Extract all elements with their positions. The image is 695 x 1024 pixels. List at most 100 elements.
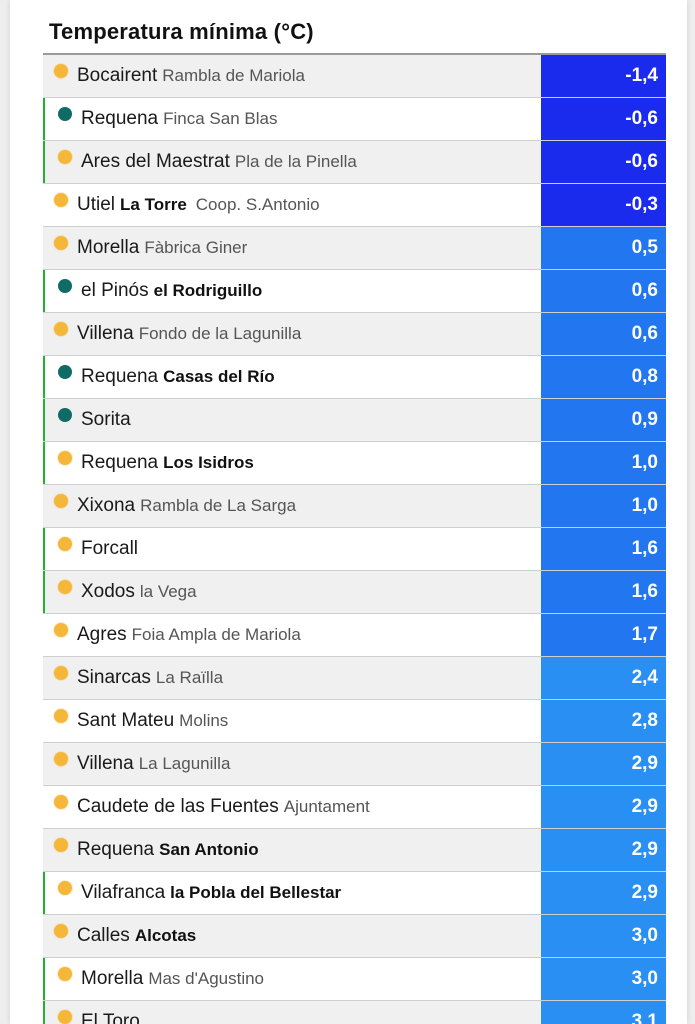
station-name-cell: Requena Casas del Río: [43, 356, 541, 398]
town-name: Bocairent: [77, 65, 158, 86]
highlight-marker: [43, 356, 45, 398]
temperature-value: 0,5: [541, 227, 666, 269]
highlight-marker: [43, 1001, 45, 1024]
temperature-value: 2,9: [541, 786, 666, 828]
town-name: Calles: [77, 925, 130, 946]
town-name: Ares del Maestrat: [81, 151, 230, 172]
station-name: Mas d'Agustino: [148, 969, 265, 988]
station-name-cell: Villena Fondo de la Lagunilla: [43, 313, 541, 355]
temperature-value: 2,9: [541, 829, 666, 871]
moon-icon: [58, 408, 72, 422]
station-name: Fàbrica Giner: [144, 238, 248, 257]
ranking-card: Temperatura mínima (°C) Bocairent Rambla …: [10, 0, 687, 1024]
station-name: La Lagunilla: [138, 754, 231, 773]
table-row: Utiel La Torre Coop. S.Antonio -0,3: [43, 184, 666, 227]
town-name: Morella: [77, 237, 140, 258]
temperature-value: 2,9: [541, 743, 666, 785]
temperature-value: -0,3: [541, 184, 666, 226]
station-name: el Rodriguillo: [153, 281, 263, 300]
sun-icon: [58, 881, 72, 895]
sun-icon: [54, 924, 68, 938]
station-name-cell: Calles Alcotas: [43, 915, 541, 957]
station-name-cell: Morella Fàbrica Giner: [43, 227, 541, 269]
town-name: Sinarcas: [77, 667, 151, 688]
page-title: Temperatura mínima (°C): [49, 19, 314, 44]
town-name: Villena: [77, 753, 134, 774]
table-row: Forcall 1,6: [43, 528, 666, 571]
town-name: Sant Mateu: [77, 710, 175, 731]
temperature-table: Bocairent Rambla de Mariola -1,4 Requena Fin…: [43, 53, 666, 1024]
station-name: Rambla de La Sarga: [140, 496, 297, 515]
highlight-marker: [43, 528, 45, 570]
table-row: Requena Casas del Río 0,8: [43, 356, 666, 399]
station-name: Molins: [179, 711, 229, 730]
table-row: Xixona Rambla de La Sarga 1,0: [43, 485, 666, 528]
town-name: Agres: [77, 624, 127, 645]
station-name: Foia Ampla de Mariola: [131, 625, 301, 644]
town-name: el Pinós: [81, 280, 149, 301]
temperature-value: 0,9: [541, 399, 666, 441]
moon-icon: [58, 279, 72, 293]
temperature-value: 3,1: [541, 1001, 666, 1024]
temperature-value: 0,8: [541, 356, 666, 398]
station-name-cell: Agres Foia Ampla de Mariola: [43, 614, 541, 656]
town-name: El Toro: [81, 1011, 140, 1024]
sun-icon: [54, 494, 68, 508]
station-name-cell: Xodos la Vega: [43, 571, 541, 613]
sun-icon: [54, 193, 68, 207]
table-row: el Pinós el Rodriguillo 0,6: [43, 270, 666, 313]
table-row: Calles Alcotas 3,0: [43, 915, 666, 958]
sun-icon: [58, 150, 72, 164]
station-name: San Antonio: [159, 840, 259, 859]
table-row: El Toro 3,1: [43, 1001, 666, 1024]
sun-icon: [54, 666, 68, 680]
station-name: Casas del Río: [163, 367, 275, 386]
sun-icon: [54, 709, 68, 723]
highlight-marker: [43, 98, 45, 140]
town-name: Vilafranca: [81, 882, 166, 903]
sun-icon: [58, 537, 72, 551]
highlight-marker: [43, 141, 45, 183]
temperature-value: 1,0: [541, 485, 666, 527]
town-name: Sorita: [81, 409, 131, 430]
temperature-value: 0,6: [541, 270, 666, 312]
table-row: Sinarcas La Raïlla 2,4: [43, 657, 666, 700]
temperature-value: -1,4: [541, 55, 666, 97]
highlight-marker: [43, 270, 45, 312]
station-name: Pla de la Pinella: [234, 152, 357, 171]
station-name-cell: Requena San Antonio: [43, 829, 541, 871]
table-row: Requena San Antonio 2,9: [43, 829, 666, 872]
sun-icon: [58, 580, 72, 594]
town-name: Villena: [77, 323, 134, 344]
table-row: Morella Fàbrica Giner 0,5: [43, 227, 666, 270]
station-name: la Vega: [139, 582, 197, 601]
town-name: Requena: [77, 839, 155, 860]
station-name-cell: Bocairent Rambla de Mariola: [43, 55, 541, 97]
station-name-cell: Villena La Lagunilla: [43, 743, 541, 785]
station-name: Fondo de la Lagunilla: [138, 324, 302, 343]
highlight-marker: [43, 872, 45, 914]
station-name: Alcotas: [134, 926, 197, 945]
station-name-cell: Sorita: [43, 399, 541, 441]
table-row: Caudete de las Fuentes Ajuntament 2,9: [43, 786, 666, 829]
station-name: Ajuntament: [283, 797, 370, 816]
sun-icon: [58, 967, 72, 981]
station-name-cell: Morella Mas d'Agustino: [43, 958, 541, 1000]
table-row: Ares del Maestrat Pla de la Pinella -0,6: [43, 141, 666, 184]
station-name-cell: el Pinós el Rodriguillo: [43, 270, 541, 312]
table-row: Bocairent Rambla de Mariola -1,4: [43, 55, 666, 98]
station-name-cell: El Toro: [43, 1001, 541, 1024]
town-name: Forcall: [81, 538, 139, 559]
station-name-cell: Vilafranca la Pobla del Bellestar: [43, 872, 541, 914]
town-name: Morella: [81, 968, 144, 989]
sun-icon: [54, 623, 68, 637]
temperature-value: 1,6: [541, 528, 666, 570]
temperature-value: -0,6: [541, 98, 666, 140]
town-name: Xodos: [81, 581, 135, 602]
sun-icon: [54, 838, 68, 852]
table-row: Sant Mateu Molins 2,8: [43, 700, 666, 743]
temperature-value: 1,0: [541, 442, 666, 484]
table-row: Morella Mas d'Agustino 3,0: [43, 958, 666, 1001]
station-name: la Pobla del Bellestar: [170, 883, 342, 902]
moon-icon: [58, 107, 72, 121]
